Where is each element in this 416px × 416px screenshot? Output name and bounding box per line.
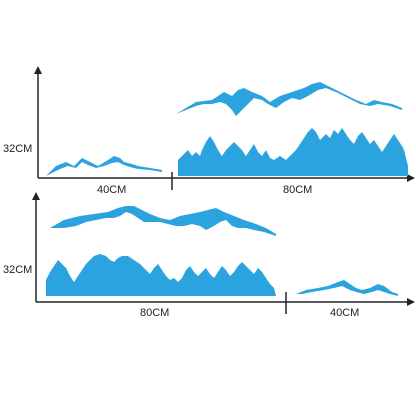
large-mountain-decal-bottom — [50, 206, 276, 236]
tree-line-decal-top — [178, 128, 408, 176]
bottom-panel — [32, 192, 415, 314]
large-mountain-decal-top — [176, 82, 402, 116]
top-height-label: 32CM — [3, 143, 33, 155]
top-left-width-label: 40CM — [97, 184, 127, 196]
tree-line-decal-bottom — [46, 254, 276, 296]
bottom-right-width-label: 40CM — [330, 307, 360, 319]
top-panel — [34, 66, 415, 190]
bottom-left-width-label: 80CM — [140, 307, 170, 319]
bottom-height-label: 32CM — [3, 264, 33, 276]
small-mountain-decal-top — [46, 156, 162, 176]
top-right-width-label: 80CM — [283, 184, 313, 196]
small-mountain-decal-bottom — [296, 280, 398, 296]
